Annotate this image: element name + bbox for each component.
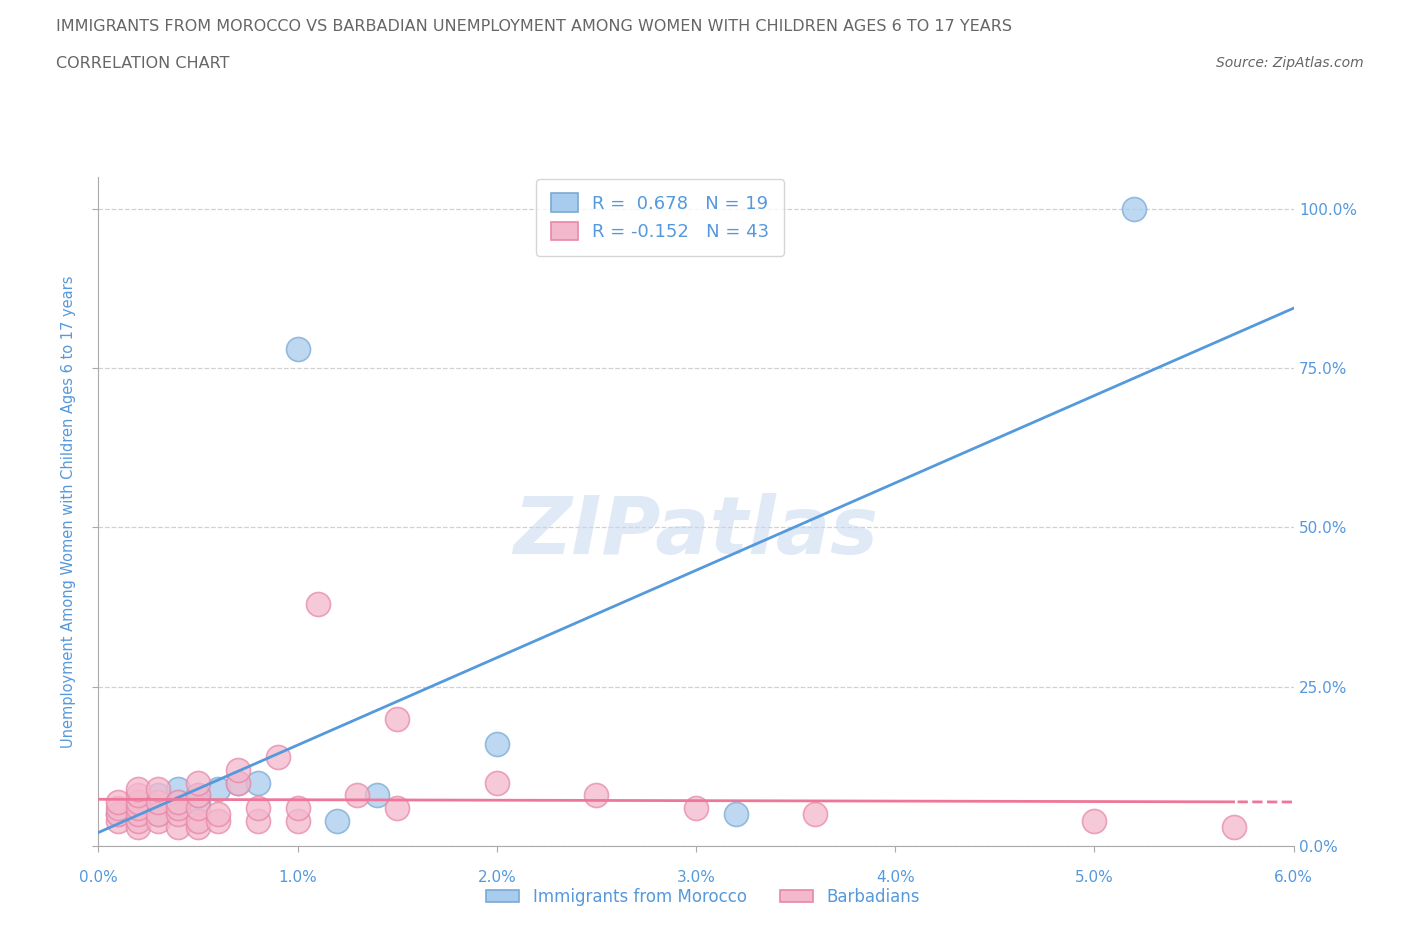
Text: ZIPatlas: ZIPatlas bbox=[513, 493, 879, 571]
Point bbox=[187, 801, 209, 816]
Point bbox=[1223, 819, 1246, 834]
Point bbox=[685, 801, 707, 816]
Point bbox=[287, 801, 309, 816]
Point bbox=[127, 781, 149, 796]
Text: 1.0%: 1.0% bbox=[278, 870, 316, 884]
Point bbox=[107, 814, 129, 829]
Text: 6.0%: 6.0% bbox=[1274, 870, 1313, 884]
Point bbox=[127, 819, 149, 834]
Point bbox=[485, 775, 508, 790]
Text: 4.0%: 4.0% bbox=[876, 870, 914, 884]
Point bbox=[307, 596, 329, 611]
Legend: Immigrants from Morocco, Barbadians: Immigrants from Morocco, Barbadians bbox=[479, 881, 927, 912]
Point bbox=[148, 807, 170, 822]
Point bbox=[226, 775, 249, 790]
Text: 2.0%: 2.0% bbox=[478, 870, 516, 884]
Point bbox=[1123, 201, 1146, 216]
Point bbox=[107, 807, 129, 822]
Point bbox=[207, 807, 229, 822]
Y-axis label: Unemployment Among Women with Children Ages 6 to 17 years: Unemployment Among Women with Children A… bbox=[62, 275, 76, 748]
Point bbox=[148, 807, 170, 822]
Point bbox=[107, 807, 129, 822]
Point bbox=[127, 807, 149, 822]
Point bbox=[167, 801, 190, 816]
Text: 0.0%: 0.0% bbox=[79, 870, 118, 884]
Point bbox=[246, 814, 269, 829]
Point bbox=[226, 763, 249, 777]
Point bbox=[187, 814, 209, 829]
Point bbox=[127, 807, 149, 822]
Point bbox=[366, 788, 388, 803]
Point bbox=[246, 775, 269, 790]
Point bbox=[207, 781, 229, 796]
Text: IMMIGRANTS FROM MOROCCO VS BARBADIAN UNEMPLOYMENT AMONG WOMEN WITH CHILDREN AGES: IMMIGRANTS FROM MOROCCO VS BARBADIAN UNE… bbox=[56, 19, 1012, 33]
Point bbox=[226, 775, 249, 790]
Point bbox=[167, 819, 190, 834]
Point bbox=[187, 788, 209, 803]
Text: 5.0%: 5.0% bbox=[1076, 870, 1114, 884]
Point bbox=[724, 807, 747, 822]
Point bbox=[585, 788, 607, 803]
Point bbox=[107, 801, 129, 816]
Point bbox=[346, 788, 368, 803]
Point bbox=[107, 794, 129, 809]
Point bbox=[148, 794, 170, 809]
Point bbox=[187, 819, 209, 834]
Point bbox=[385, 711, 409, 726]
Point bbox=[485, 737, 508, 751]
Point bbox=[385, 801, 409, 816]
Point bbox=[127, 794, 149, 809]
Point bbox=[287, 341, 309, 356]
Point bbox=[207, 814, 229, 829]
Point bbox=[148, 814, 170, 829]
Point bbox=[167, 807, 190, 822]
Point bbox=[1083, 814, 1105, 829]
Point bbox=[267, 750, 290, 764]
Point bbox=[167, 794, 190, 809]
Legend: R =  0.678   N = 19, R = -0.152   N = 43: R = 0.678 N = 19, R = -0.152 N = 43 bbox=[536, 179, 785, 256]
Point bbox=[167, 781, 190, 796]
Point bbox=[148, 788, 170, 803]
Point bbox=[127, 788, 149, 803]
Text: 3.0%: 3.0% bbox=[676, 870, 716, 884]
Point bbox=[246, 801, 269, 816]
Point bbox=[287, 814, 309, 829]
Point bbox=[148, 781, 170, 796]
Point bbox=[187, 788, 209, 803]
Point bbox=[804, 807, 827, 822]
Point bbox=[187, 794, 209, 809]
Point bbox=[167, 801, 190, 816]
Point bbox=[127, 794, 149, 809]
Text: CORRELATION CHART: CORRELATION CHART bbox=[56, 56, 229, 71]
Point bbox=[127, 814, 149, 829]
Point bbox=[127, 801, 149, 816]
Point bbox=[167, 794, 190, 809]
Text: Source: ZipAtlas.com: Source: ZipAtlas.com bbox=[1216, 56, 1364, 70]
Point bbox=[326, 814, 349, 829]
Point bbox=[187, 775, 209, 790]
